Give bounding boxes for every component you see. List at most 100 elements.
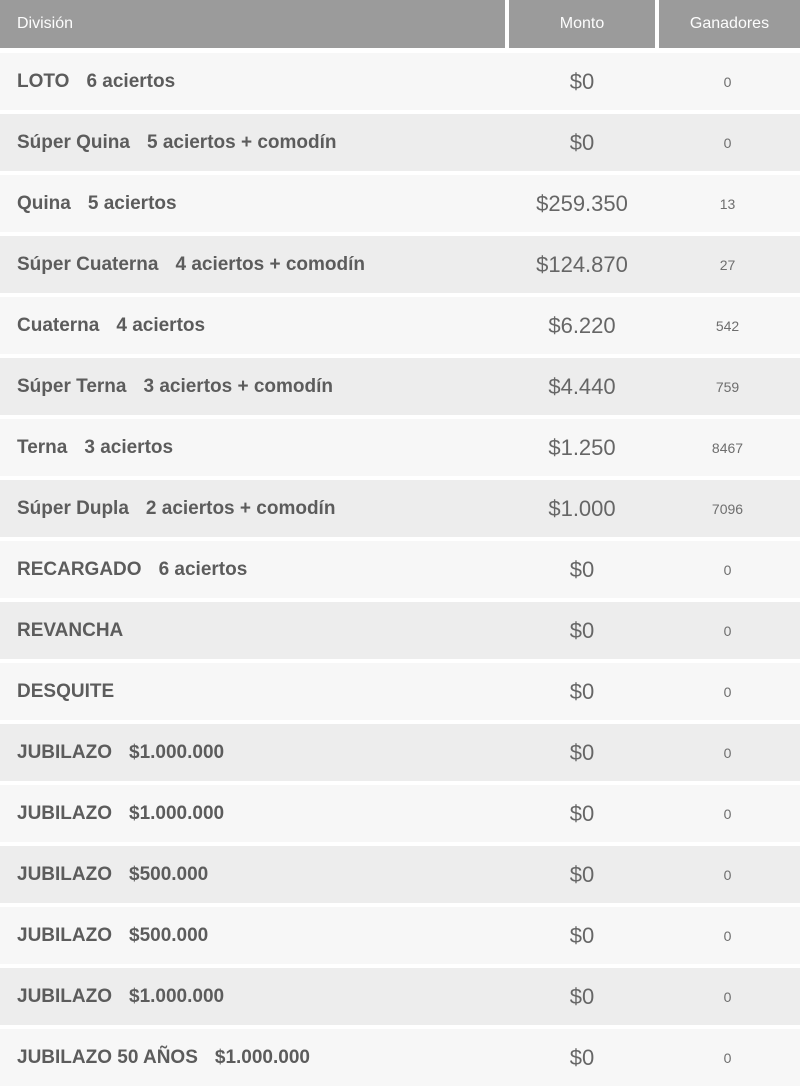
ganadores-cell: 0	[655, 745, 800, 761]
ganadores-value: 0	[723, 622, 732, 639]
ganadores-cell: 0	[655, 562, 800, 578]
monto-cell: $0	[509, 557, 655, 583]
monto-cell: $1.000	[509, 496, 655, 522]
ganadores-cell: 0	[655, 867, 800, 883]
ganadores-value: 0	[723, 805, 732, 822]
table-row: REVANCHA $0 0	[0, 602, 800, 659]
monto-cell: $0	[509, 740, 655, 766]
monto-cell: $0	[509, 130, 655, 156]
ganadores-cell: 542	[655, 318, 800, 334]
ganadores-cell: 0	[655, 684, 800, 700]
division-detail: 3 aciertos + comodín	[143, 375, 334, 397]
ganadores-cell: 0	[655, 1050, 800, 1066]
monto-cell: $0	[509, 69, 655, 95]
division-name: Súper Quina	[17, 131, 130, 153]
ganadores-value: 0	[723, 134, 732, 151]
monto-cell: $4.440	[509, 374, 655, 400]
monto-value: $0	[569, 739, 595, 765]
division-name: JUBILAZO	[17, 802, 112, 824]
ganadores-value: 0	[723, 561, 732, 578]
ganadores-value: 0	[723, 988, 732, 1005]
division-cell: Súper Quina 5 aciertos + comodín	[0, 132, 509, 154]
division-cell: DESQUITE	[0, 681, 509, 703]
division-detail: $1.000.000	[214, 1046, 310, 1068]
monto-value: $0	[569, 922, 595, 948]
monto-cell: $1.250	[509, 435, 655, 461]
table-row: Cuaterna 4 aciertos $6.220 542	[0, 297, 800, 354]
monto-value: $1.250	[548, 434, 616, 460]
ganadores-cell: 0	[655, 989, 800, 1005]
division-cell: Terna 3 aciertos	[0, 437, 509, 459]
division-name: JUBILAZO	[17, 985, 112, 1007]
division-cell: Cuaterna 4 aciertos	[0, 315, 509, 337]
division-detail: 6 aciertos	[86, 70, 176, 92]
division-name: RECARGADO	[17, 558, 142, 580]
division-name: REVANCHA	[17, 619, 124, 641]
ganadores-cell: 7096	[655, 501, 800, 517]
monto-cell: $0	[509, 618, 655, 644]
ganadores-cell: 0	[655, 135, 800, 151]
division-cell: RECARGADO 6 aciertos	[0, 559, 509, 581]
division-cell: REVANCHA	[0, 620, 509, 642]
table-row: JUBILAZO $500.000 $0 0	[0, 846, 800, 903]
division-cell: LOTO 6 aciertos	[0, 71, 509, 93]
monto-value: $124.870	[536, 251, 628, 277]
table-row: Súper Dupla 2 aciertos + comodín $1.000 7…	[0, 480, 800, 537]
monto-cell: $0	[509, 862, 655, 888]
table-row: JUBILAZO $1.000.000 $0 0	[0, 785, 800, 842]
table-row: LOTO 6 aciertos $0 0	[0, 53, 800, 110]
monto-cell: $259.350	[509, 191, 655, 217]
ganadores-value: 27	[719, 256, 736, 273]
ganadores-value: 542	[715, 317, 740, 334]
table-row: JUBILAZO $1.000.000 $0 0	[0, 968, 800, 1025]
division-detail: 3 aciertos	[84, 436, 174, 458]
monto-value: $0	[569, 678, 595, 704]
division-cell: JUBILAZO $1.000.000	[0, 742, 509, 764]
ganadores-cell: 0	[655, 623, 800, 639]
ganadores-value: 0	[723, 866, 732, 883]
division-cell: JUBILAZO 50 AÑOS $1.000.000	[0, 1047, 509, 1069]
division-cell: Súper Terna 3 aciertos + comodín	[0, 376, 509, 398]
division-cell: JUBILAZO $1.000.000	[0, 803, 509, 825]
division-name: LOTO	[17, 70, 70, 92]
monto-value: $6.220	[548, 312, 616, 338]
monto-value: $1.000	[548, 495, 616, 521]
division-name: JUBILAZO	[17, 863, 112, 885]
monto-cell: $0	[509, 801, 655, 827]
division-name: Súper Cuaterna	[17, 253, 159, 275]
table-row: JUBILAZO $500.000 $0 0	[0, 907, 800, 964]
monto-cell: $0	[509, 679, 655, 705]
division-name: Terna	[17, 436, 68, 458]
division-detail: 5 aciertos + comodín	[146, 131, 337, 153]
ganadores-value: 759	[715, 378, 740, 395]
division-detail: $1.000.000	[129, 741, 225, 763]
table-header: División Monto Ganadores	[0, 0, 800, 48]
table-row: Súper Terna 3 aciertos + comodín $4.440 7…	[0, 358, 800, 415]
ganadores-cell: 0	[655, 74, 800, 90]
monto-value: $259.350	[536, 190, 628, 216]
division-cell: JUBILAZO $500.000	[0, 925, 509, 947]
ganadores-value: 8467	[711, 439, 744, 456]
division-cell: JUBILAZO $500.000	[0, 864, 509, 886]
monto-value: $0	[569, 861, 595, 887]
division-name: JUBILAZO	[17, 741, 112, 763]
division-cell: Súper Cuaterna 4 aciertos + comodín	[0, 254, 509, 276]
header-cell-ganadores: Ganadores	[659, 0, 800, 48]
division-detail: 6 aciertos	[158, 558, 248, 580]
ganadores-cell: 13	[655, 196, 800, 212]
monto-cell: $0	[509, 923, 655, 949]
division-name: Súper Terna	[17, 375, 127, 397]
division-detail: $500.000	[129, 863, 209, 885]
division-detail: 5 aciertos	[87, 192, 177, 214]
monto-value: $0	[569, 800, 595, 826]
ganadores-cell: 27	[655, 257, 800, 273]
division-detail: $1.000.000	[129, 802, 225, 824]
ganadores-cell: 0	[655, 928, 800, 944]
division-name: Cuaterna	[17, 314, 100, 336]
ganadores-value: 0	[723, 683, 732, 700]
monto-value: $0	[569, 983, 595, 1009]
ganadores-value: 0	[723, 927, 732, 944]
table-row: RECARGADO 6 aciertos $0 0	[0, 541, 800, 598]
monto-cell: $0	[509, 984, 655, 1010]
